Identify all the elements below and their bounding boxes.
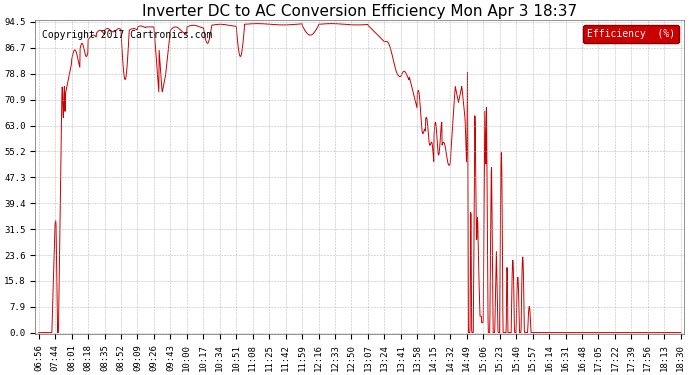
- Text: Copyright 2017 Cartronics.com: Copyright 2017 Cartronics.com: [42, 30, 213, 40]
- Legend: Efficiency  (%): Efficiency (%): [583, 25, 679, 43]
- Title: Inverter DC to AC Conversion Efficiency Mon Apr 3 18:37: Inverter DC to AC Conversion Efficiency …: [142, 4, 578, 19]
